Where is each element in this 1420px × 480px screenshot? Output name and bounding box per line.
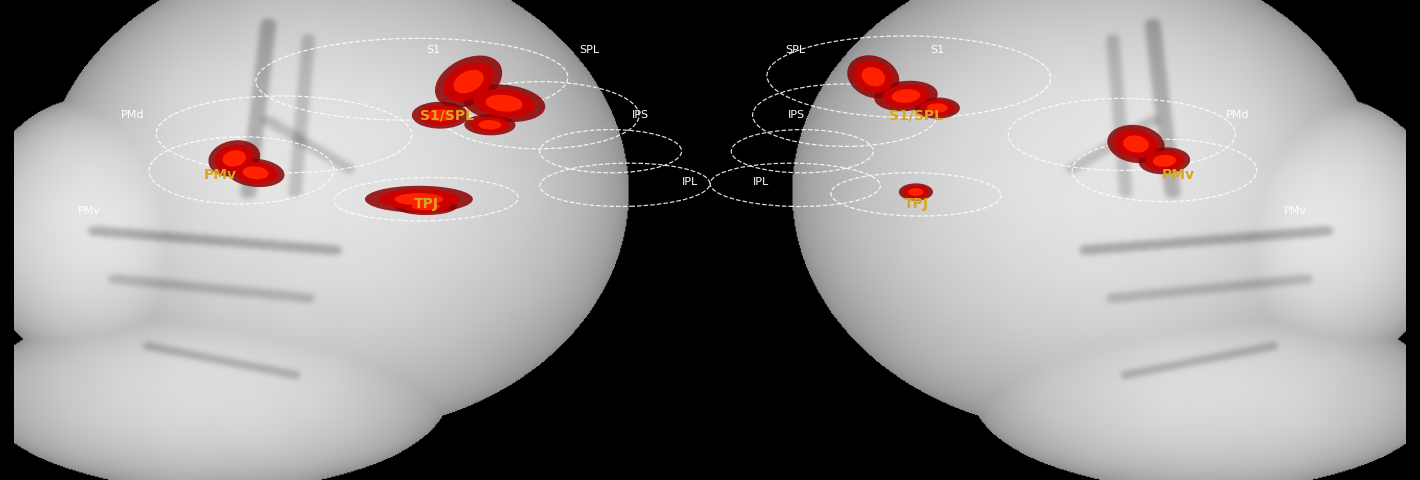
Text: SPL: SPL <box>785 46 805 55</box>
Ellipse shape <box>234 162 277 183</box>
Ellipse shape <box>365 186 473 213</box>
Ellipse shape <box>479 120 501 130</box>
Text: PMv: PMv <box>203 168 237 182</box>
Ellipse shape <box>435 56 503 108</box>
Ellipse shape <box>862 67 885 86</box>
Ellipse shape <box>464 114 515 135</box>
Ellipse shape <box>209 140 260 177</box>
Ellipse shape <box>892 89 920 103</box>
Ellipse shape <box>403 200 449 213</box>
Ellipse shape <box>848 55 899 98</box>
Text: IPS: IPS <box>788 110 805 120</box>
Ellipse shape <box>378 189 460 209</box>
Ellipse shape <box>875 81 937 111</box>
Text: IPL: IPL <box>753 178 768 187</box>
Ellipse shape <box>227 158 284 187</box>
Ellipse shape <box>463 84 545 122</box>
Ellipse shape <box>243 167 268 179</box>
Ellipse shape <box>412 102 469 129</box>
Ellipse shape <box>1123 135 1149 153</box>
Ellipse shape <box>486 95 523 112</box>
Text: PMd: PMd <box>1225 110 1250 120</box>
Ellipse shape <box>899 183 933 201</box>
Ellipse shape <box>1108 125 1164 163</box>
Text: SPL: SPL <box>579 46 599 55</box>
Ellipse shape <box>1145 151 1184 171</box>
Text: S1: S1 <box>426 46 440 55</box>
Text: S1/SPL: S1/SPL <box>420 108 474 122</box>
Ellipse shape <box>223 150 246 167</box>
Ellipse shape <box>443 62 494 101</box>
Ellipse shape <box>453 70 484 93</box>
Ellipse shape <box>419 105 462 125</box>
Ellipse shape <box>470 117 510 132</box>
Ellipse shape <box>395 193 443 205</box>
Text: PMd: PMd <box>121 110 145 120</box>
Ellipse shape <box>927 103 947 113</box>
Text: PMv: PMv <box>1284 206 1306 216</box>
Ellipse shape <box>427 109 453 121</box>
Ellipse shape <box>1139 147 1190 174</box>
Ellipse shape <box>473 89 535 117</box>
Text: TPJ: TPJ <box>413 197 439 211</box>
Ellipse shape <box>882 84 930 108</box>
Ellipse shape <box>920 100 954 116</box>
Text: PMv: PMv <box>1162 168 1196 182</box>
Ellipse shape <box>909 188 923 196</box>
Text: S1/SPL: S1/SPL <box>889 108 943 122</box>
Text: TPJ: TPJ <box>903 197 929 211</box>
Text: IPL: IPL <box>682 178 697 187</box>
Ellipse shape <box>412 203 440 210</box>
Ellipse shape <box>903 185 929 199</box>
Text: PMv: PMv <box>78 206 101 216</box>
Ellipse shape <box>853 60 893 93</box>
Text: IPS: IPS <box>632 110 649 120</box>
Ellipse shape <box>395 198 457 215</box>
Ellipse shape <box>914 97 960 119</box>
Text: S1: S1 <box>930 46 944 55</box>
Ellipse shape <box>1115 130 1157 158</box>
Ellipse shape <box>1153 155 1176 167</box>
Ellipse shape <box>214 145 254 172</box>
